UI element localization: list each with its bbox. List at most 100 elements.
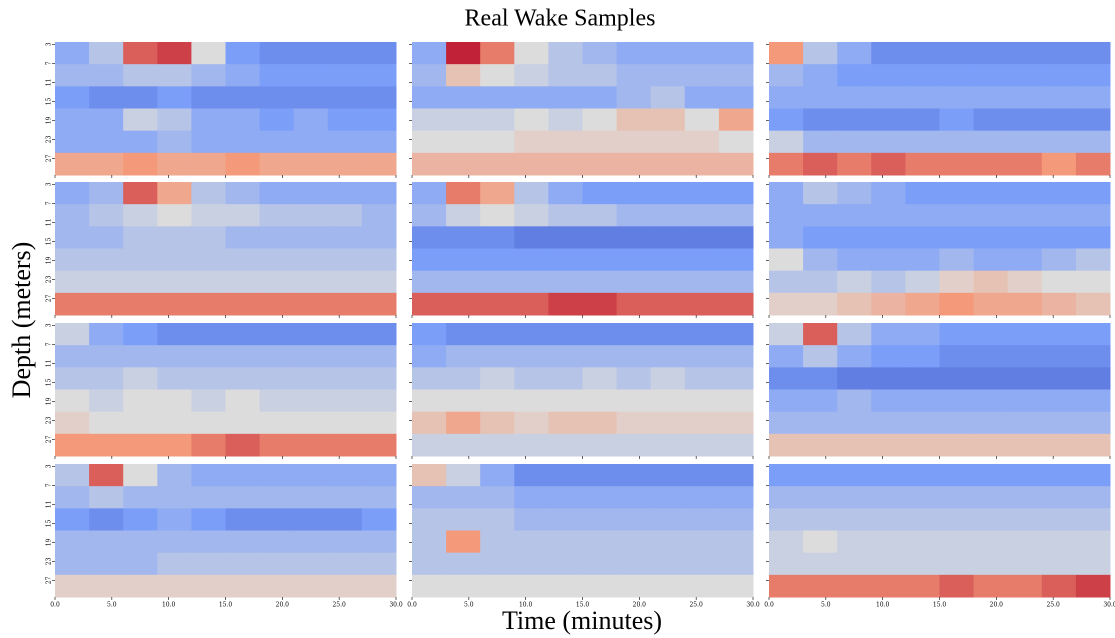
heatmap-cell	[123, 42, 158, 65]
heatmap-cell	[939, 464, 975, 487]
heatmap-cell	[718, 130, 754, 154]
heatmap-cell	[327, 86, 363, 109]
y-tick-label: 15	[46, 378, 53, 386]
heatmap-cell	[548, 323, 583, 346]
heatmap-cell	[361, 433, 397, 457]
heatmap-cell	[412, 248, 447, 272]
heatmap-cell	[157, 248, 192, 272]
heatmap-cell	[157, 182, 192, 205]
heatmap-cell	[905, 323, 940, 346]
heatmap-cell	[1075, 226, 1111, 249]
heatmap-cell	[973, 248, 1009, 272]
heatmap-cell	[939, 182, 975, 205]
heatmap-cell	[293, 433, 329, 457]
y-tick-label: 11	[46, 501, 53, 509]
heatmap-cell	[582, 270, 618, 294]
heatmap-cell	[650, 389, 686, 413]
heatmap-cell	[514, 64, 549, 87]
heatmap-cell	[412, 389, 447, 413]
heatmap-cell	[548, 486, 583, 509]
heatmap-cell	[548, 389, 583, 413]
heatmap-cell	[650, 152, 686, 176]
y-tick-label: 3	[46, 42, 53, 46]
heatmap-cell	[89, 108, 124, 132]
heatmap-cell	[191, 248, 226, 272]
heatmap-cell	[225, 152, 261, 176]
heatmap-cell	[89, 367, 124, 390]
heatmap-cell	[548, 152, 583, 176]
heatmap-cell	[446, 345, 481, 368]
heatmap-cell	[718, 574, 754, 598]
heatmap-cell	[871, 204, 906, 227]
heatmap-cell	[803, 204, 838, 227]
x-tick-label: 15.0	[933, 602, 947, 609]
heatmap-cell	[1007, 552, 1043, 576]
heatmap-cell	[89, 552, 124, 576]
heatmap-cell	[1075, 270, 1111, 294]
heatmap-cell	[480, 270, 515, 294]
heatmap-cell	[803, 323, 838, 346]
heatmap-cell	[293, 248, 329, 272]
heatmap-cell	[616, 152, 652, 176]
heatmap-cell	[1007, 204, 1043, 227]
heatmap-cell	[412, 292, 447, 316]
heatmap-cell	[191, 367, 226, 390]
heatmap-cell	[582, 64, 618, 87]
heatmap-cell	[225, 574, 261, 598]
heatmap-cell	[616, 130, 652, 154]
heatmap-cell	[123, 292, 158, 316]
heatmap-cell	[973, 530, 1009, 554]
heatmap-cell	[480, 345, 515, 368]
heatmap-cell	[259, 204, 295, 227]
heatmap-cell	[480, 552, 515, 576]
heatmap-cell	[803, 411, 838, 435]
heatmap-cell	[548, 42, 583, 65]
heatmap-cell	[446, 270, 481, 294]
heatmap-cell	[582, 86, 618, 109]
heatmap-cell	[191, 345, 226, 368]
heatmap-cell	[548, 248, 583, 272]
heatmap-cell	[89, 42, 124, 65]
heatmap-cell	[1041, 182, 1077, 205]
heatmap-cell	[225, 248, 261, 272]
heatmap-cell	[905, 508, 940, 531]
heatmap-cell	[616, 108, 652, 132]
heatmap-cell	[803, 464, 838, 487]
heatmap-cell	[55, 323, 90, 346]
heatmap-cell	[973, 64, 1009, 87]
heatmap-cell	[803, 248, 838, 272]
heatmap-cell	[259, 574, 295, 598]
heatmap-cell	[191, 270, 226, 294]
heatmap-cell	[939, 42, 975, 65]
x-tick-label: 15.0	[576, 602, 590, 609]
heatmap-cell	[361, 270, 397, 294]
heatmap-cell	[803, 508, 838, 531]
heatmap-cell	[871, 292, 906, 316]
heatmap-cell	[55, 389, 90, 413]
heatmap-cell	[1075, 486, 1111, 509]
heatmap-cell	[412, 345, 447, 368]
heatmap-cell	[548, 345, 583, 368]
y-tick-label: 11	[46, 79, 53, 87]
heatmap-cell	[650, 508, 686, 531]
heatmap-cell	[446, 64, 481, 87]
heatmap-cell	[684, 270, 720, 294]
heatmap-cell	[650, 86, 686, 109]
heatmap-cell	[259, 464, 295, 487]
heatmap-cell	[327, 152, 363, 176]
heatmap-cell	[582, 226, 618, 249]
heatmap-cell	[684, 508, 720, 531]
heatmap-cell	[769, 508, 804, 531]
heatmap-cell	[480, 292, 515, 316]
heatmap-cell	[123, 270, 158, 294]
heatmap-cell	[157, 433, 192, 457]
heatmap-cell	[803, 182, 838, 205]
heatmap-cell	[684, 86, 720, 109]
heatmap-cell	[293, 389, 329, 413]
heatmap-cell	[769, 64, 804, 87]
heatmap-cell	[361, 248, 397, 272]
heatmap-cell	[123, 530, 158, 554]
heatmap-cell	[1041, 108, 1077, 132]
heatmap-cell	[480, 486, 515, 509]
heatmap-cell	[327, 508, 363, 531]
